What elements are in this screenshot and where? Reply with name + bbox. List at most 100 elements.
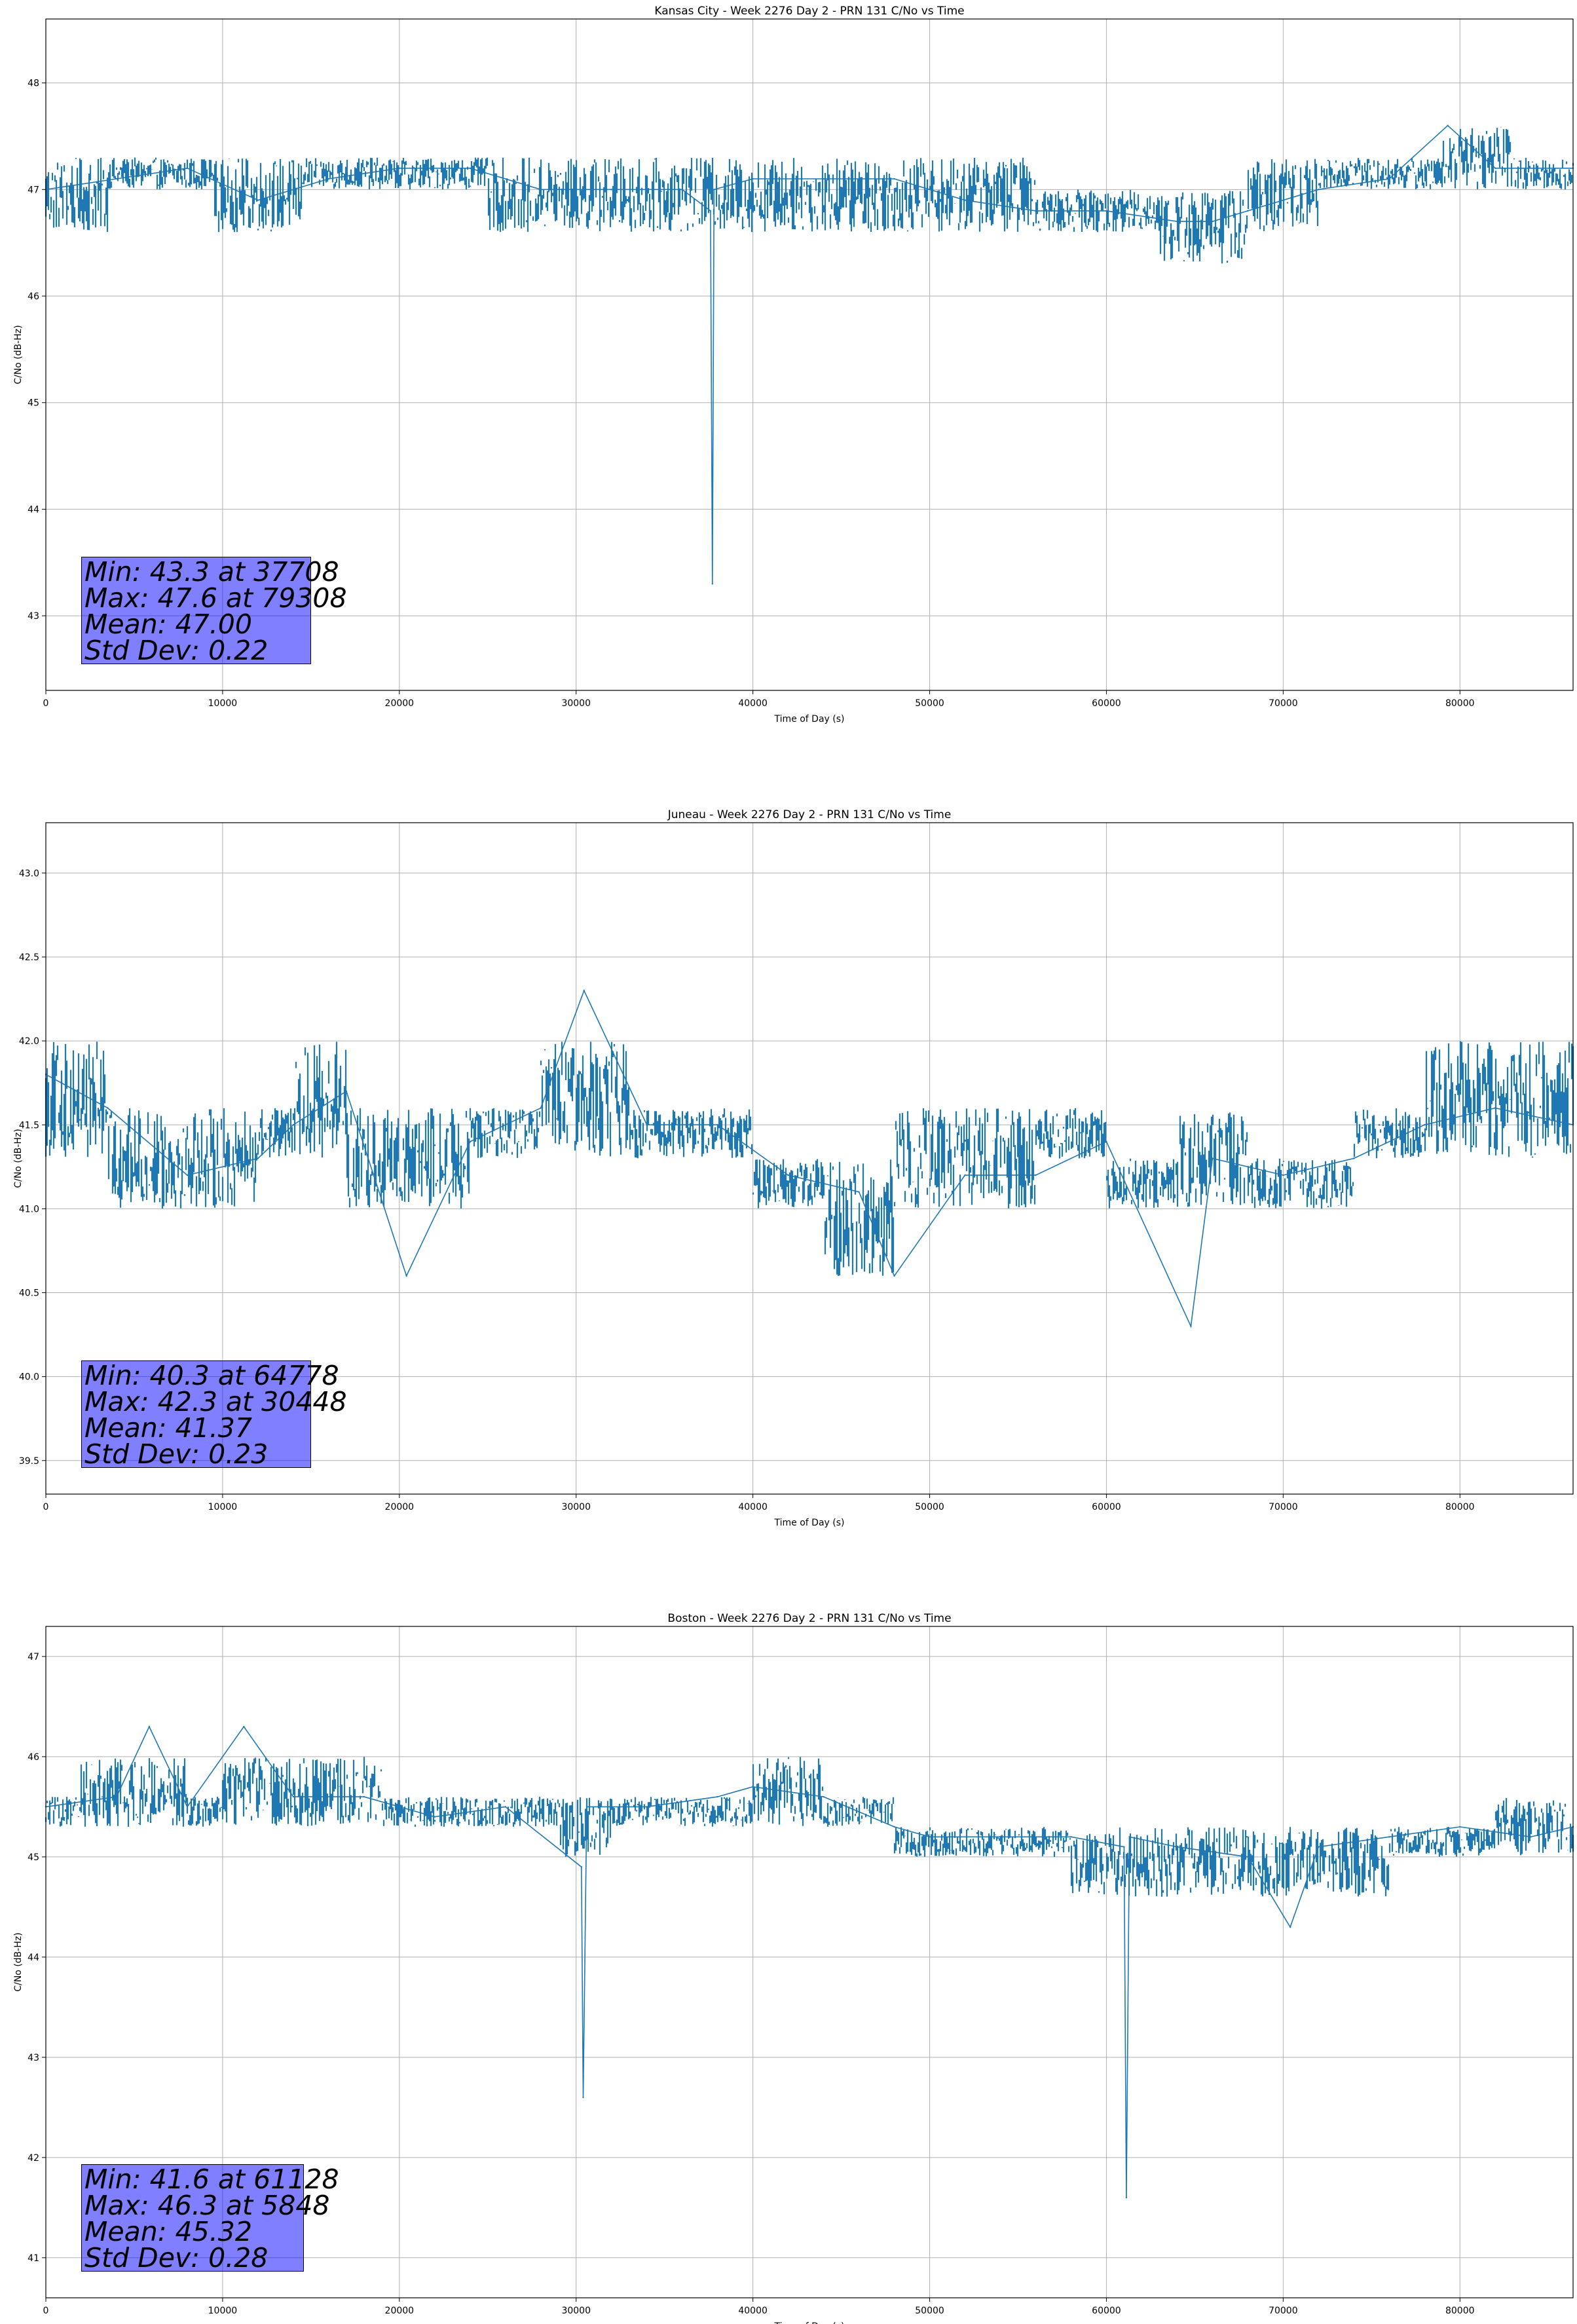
stats-box-juneau: Min: 40.3 at 64778 Max: 42.3 at 30448 Me… [81, 1360, 347, 1470]
chart-svg-boston: 0 10000 20000 30000 40000 50000 60000 70000 8000… [13, 1612, 1574, 2324]
y-axis-label: C/No (dB-Hz) [13, 325, 24, 384]
data-point [681, 189, 683, 191]
y-axis-label: C/No (dB-Hz) [13, 1129, 24, 1188]
data-point [186, 1174, 189, 1176]
data-point [1128, 1836, 1130, 1838]
data-point [858, 1191, 860, 1193]
stats-box-boston: Min: 41.6 at 61128 Max: 46.3 at 5848 Mea… [81, 2164, 339, 2274]
stats-min: Min: 41.6 at 61128 [84, 2164, 339, 2195]
data-point [1123, 1846, 1125, 1848]
data-point [345, 1090, 348, 1093]
chart-panel-kansas-city: 0 10000 20000 30000 40000 50000 60000 70000 8000… [0, 0, 1577, 775]
data-point [716, 1795, 718, 1798]
data-point [1212, 1157, 1214, 1159]
data-point [363, 1795, 365, 1798]
data-point [186, 167, 189, 169]
chart-title: Juneau - Week 2276 Day 2 - PRN 131 C/No … [667, 808, 952, 821]
x-tick-label: 20000 [385, 2306, 415, 2316]
y-tick-label: 42.0 [19, 1036, 39, 1047]
x-tick-label: 50000 [915, 2306, 944, 2316]
y-tick-label: 43 [28, 2053, 39, 2063]
stats-max: Max: 47.6 at 79308 [84, 582, 347, 614]
stats-mean: Mean: 47.00 [84, 609, 252, 640]
stats-std-dev: Std Dev: 0.23 [84, 1438, 269, 1470]
stats-min: Min: 40.3 at 64778 [84, 1360, 339, 1391]
chart-title: Boston - Week 2276 Day 2 - PRN 131 C/No … [667, 1612, 951, 1625]
x-tick-label: 70000 [1269, 2306, 1298, 2316]
x-tick-label: 30000 [561, 698, 591, 709]
data-point [1530, 1836, 1532, 1838]
data-point [1494, 167, 1496, 169]
chart-svg-kansas-city: 0 10000 20000 30000 40000 50000 60000 70000 8000… [13, 5, 1574, 724]
x-tick-label: 80000 [1445, 1502, 1475, 1512]
y-tick-label: 48 [28, 79, 39, 89]
y-tick-label: 47 [28, 185, 39, 195]
data-point [716, 1124, 718, 1126]
y-tick-label: 40.0 [19, 1372, 39, 1383]
x-tick-label: 40000 [738, 698, 768, 709]
data-point [107, 1107, 109, 1109]
x-tick-label: 10000 [208, 2306, 238, 2316]
y-tick-label: 43.0 [19, 869, 39, 879]
y-tick-label: 41 [28, 2253, 39, 2264]
data-point [292, 1795, 295, 1798]
data-point [1318, 1846, 1320, 1848]
data-point [929, 1836, 931, 1838]
data-point [823, 1795, 825, 1798]
data-point [1353, 1157, 1355, 1159]
data-point [469, 1140, 471, 1143]
y-tick-label: 43 [28, 611, 39, 622]
x-tick-label: 0 [43, 2306, 49, 2316]
x-tick-label: 40000 [738, 2306, 768, 2316]
x-tick-label: 0 [43, 698, 49, 709]
x-tick-label: 60000 [1092, 698, 1121, 709]
data-point [398, 167, 401, 169]
y-tick-label: 42.5 [19, 952, 39, 963]
data-point [1447, 124, 1449, 126]
data-point [1459, 1826, 1461, 1828]
chart-title: Kansas City - Week 2276 Day 2 - PRN 131 … [654, 5, 964, 18]
y-tick-label: 44 [28, 504, 39, 515]
data-point [540, 189, 542, 191]
stats-max: Max: 42.3 at 30448 [84, 1386, 347, 1417]
data-point [257, 1157, 259, 1159]
data-point [504, 1806, 506, 1808]
x-axis-label: Time of Day (s) [774, 714, 845, 724]
y-tick-label: 41.5 [19, 1120, 39, 1131]
data-point [469, 167, 471, 169]
data-point [1388, 1836, 1390, 1838]
data-point [1424, 1124, 1426, 1126]
x-tick-label: 20000 [385, 1502, 415, 1512]
stats-mean: Mean: 41.37 [84, 1412, 252, 1444]
data-point [580, 1865, 583, 1868]
x-tick-label: 20000 [385, 698, 415, 709]
data-point [1105, 210, 1107, 212]
stats-std-dev: Std Dev: 0.28 [84, 2242, 269, 2274]
data-point [243, 1725, 245, 1728]
data-point [585, 1806, 588, 1808]
data-point [148, 1725, 151, 1728]
y-tick-label: 45 [28, 398, 39, 409]
axes-frame [45, 1626, 1574, 2298]
stats-min: Min: 43.3 at 37708 [84, 556, 339, 588]
y-tick-label: 45 [28, 1852, 39, 1863]
data-point [115, 178, 118, 180]
data-point [787, 1174, 789, 1176]
data-point [1070, 1836, 1072, 1838]
data-point [1176, 220, 1178, 223]
axes-frame [45, 18, 1574, 691]
axes-frame [45, 822, 1574, 1495]
x-tick-label: 30000 [561, 1502, 591, 1512]
x-tick-label: 80000 [1445, 698, 1475, 709]
chart-panel-juneau: 0 10000 20000 30000 40000 50000 60000 70000 8000… [0, 804, 1577, 1579]
data-point [646, 1806, 648, 1808]
data-point [1212, 220, 1214, 223]
data-point [752, 178, 754, 180]
y-axis-label: C/No (dB-Hz) [13, 1932, 24, 1991]
x-tick-label: 60000 [1092, 2306, 1121, 2316]
data-point [1190, 1325, 1192, 1327]
data-point [582, 2096, 584, 2099]
data-point [1318, 189, 1320, 191]
data-point [1176, 1846, 1178, 1848]
